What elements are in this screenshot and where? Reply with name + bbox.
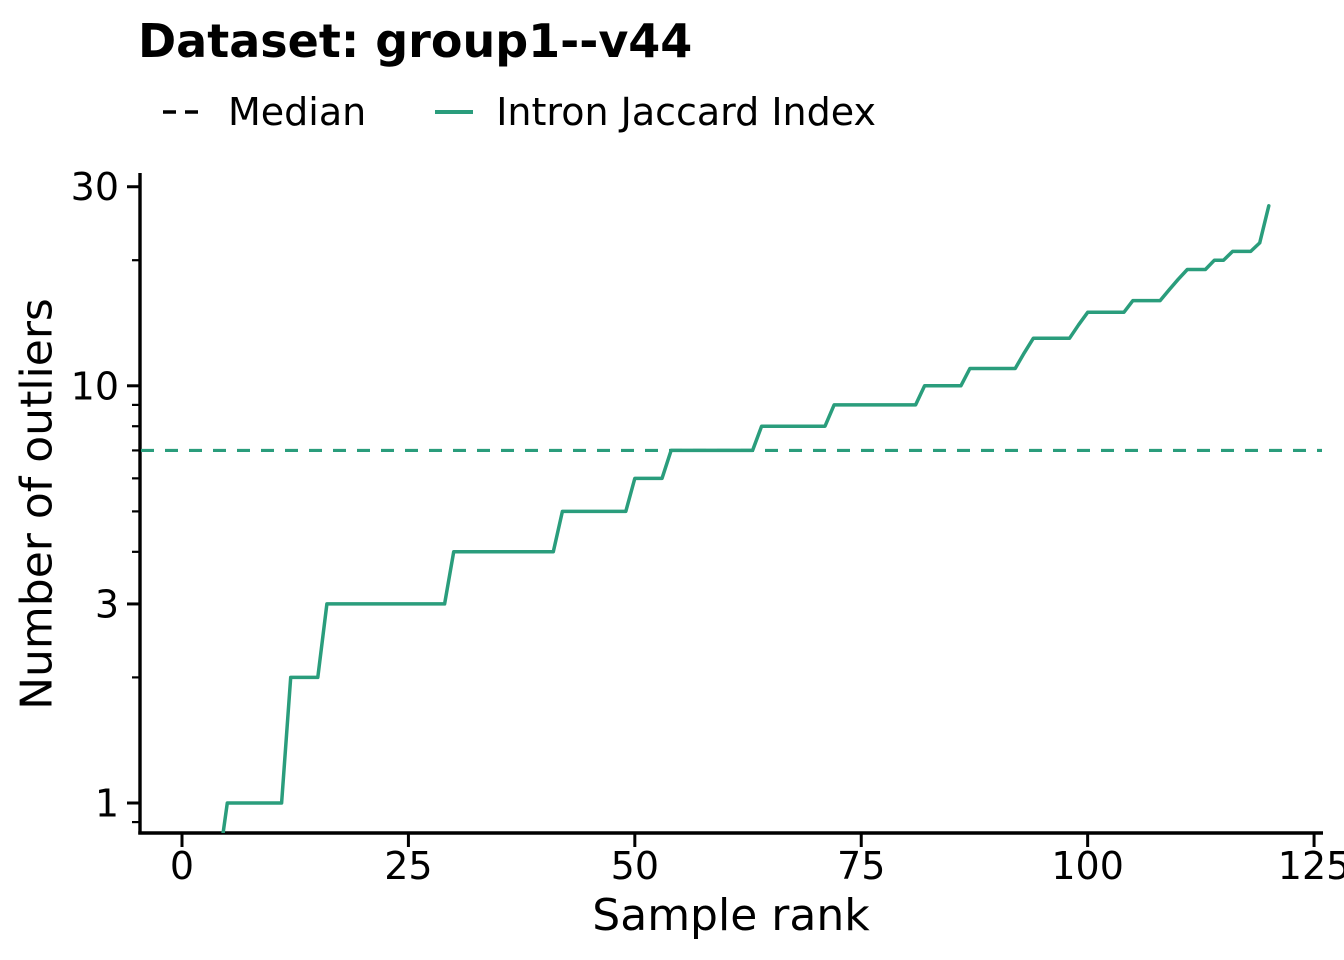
series-solid-swatch-icon xyxy=(435,110,474,114)
x-tick-label: 100 xyxy=(1051,844,1124,888)
y-tick-label: 1 xyxy=(95,782,119,826)
legend-entry-series: Intron Jaccard Index xyxy=(434,90,876,134)
y-tick-label: 30 xyxy=(71,165,119,209)
chart-title: Dataset: group1--v44 xyxy=(138,14,693,68)
legend-label-series: Intron Jaccard Index xyxy=(496,90,876,134)
legend-entry-median: Median xyxy=(162,90,366,134)
x-tick-label: 75 xyxy=(837,844,885,888)
x-tick-label: 25 xyxy=(384,844,432,888)
legend: Median Intron Jaccard Index xyxy=(162,90,876,134)
x-tick-label: 125 xyxy=(1278,844,1344,888)
series-line[interactable] xyxy=(191,204,1271,868)
y-tick-label: 10 xyxy=(71,364,119,408)
x-tick-label: 0 xyxy=(170,844,194,888)
x-tick-label: 50 xyxy=(611,844,659,888)
legend-label-median: Median xyxy=(228,90,367,134)
y-axis-label: Number of outliers xyxy=(11,298,63,710)
median-dashed-swatch-icon xyxy=(163,110,206,114)
y-tick-label: 3 xyxy=(95,582,119,626)
x-axis-label: Sample rank xyxy=(592,890,870,941)
